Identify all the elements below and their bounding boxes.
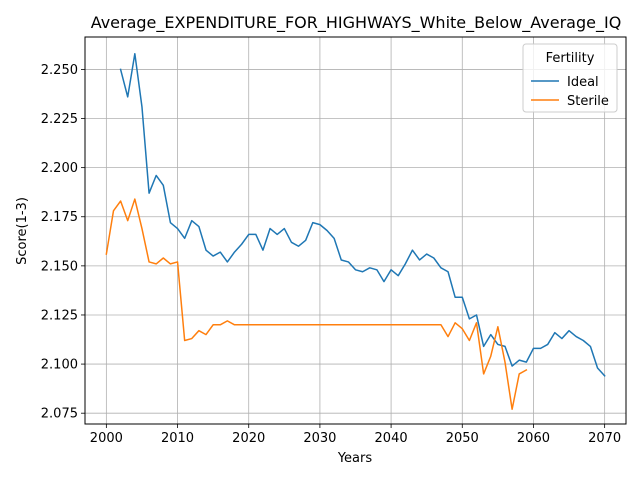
y-tick-label: 2.125 [41, 308, 78, 323]
y-tick-label: 2.075 [41, 407, 78, 422]
x-tick-label: 2020 [232, 431, 265, 446]
series-line-ideal [119, 52, 606, 377]
series-line-sterile [105, 198, 528, 411]
y-axis: 2.075 2.100 2.125 2.150 2.175 2.200 2.225 2.250 [41, 63, 85, 422]
legend: Fertility Ideal Sterile [522, 43, 618, 113]
y-tick-label: 2.175 [41, 210, 78, 225]
x-tick-label: 2040 [375, 431, 408, 446]
x-tick-label: 2070 [588, 431, 621, 446]
x-tick-label: 2000 [90, 431, 123, 446]
x-tick-label: 2010 [161, 431, 194, 446]
y-axis-label: Score(1-3) [15, 197, 30, 265]
legend-title: Fertility [546, 51, 595, 66]
x-tick-label: 2050 [446, 431, 479, 446]
chart-title: Average_EXPENDITURE_FOR_HIGHWAYS_White_B… [91, 13, 622, 33]
y-tick-label: 2.150 [41, 259, 78, 274]
x-axis-label: Years [337, 451, 373, 466]
x-tick-label: 2060 [517, 431, 550, 446]
y-tick-label: 2.225 [41, 112, 78, 127]
x-axis: 2000 2010 2020 2030 2040 2050 2060 2070 [90, 424, 621, 446]
y-tick-label: 2.250 [41, 63, 78, 78]
legend-label-ideal: Ideal [567, 75, 599, 90]
x-tick-label: 2030 [303, 431, 336, 446]
plot-frame [84, 36, 627, 425]
y-tick-label: 2.100 [41, 358, 78, 373]
series-layer [105, 52, 606, 411]
legend-label-sterile: Sterile [567, 94, 609, 109]
y-tick-label: 2.200 [41, 161, 78, 176]
legend-box [522, 43, 618, 113]
